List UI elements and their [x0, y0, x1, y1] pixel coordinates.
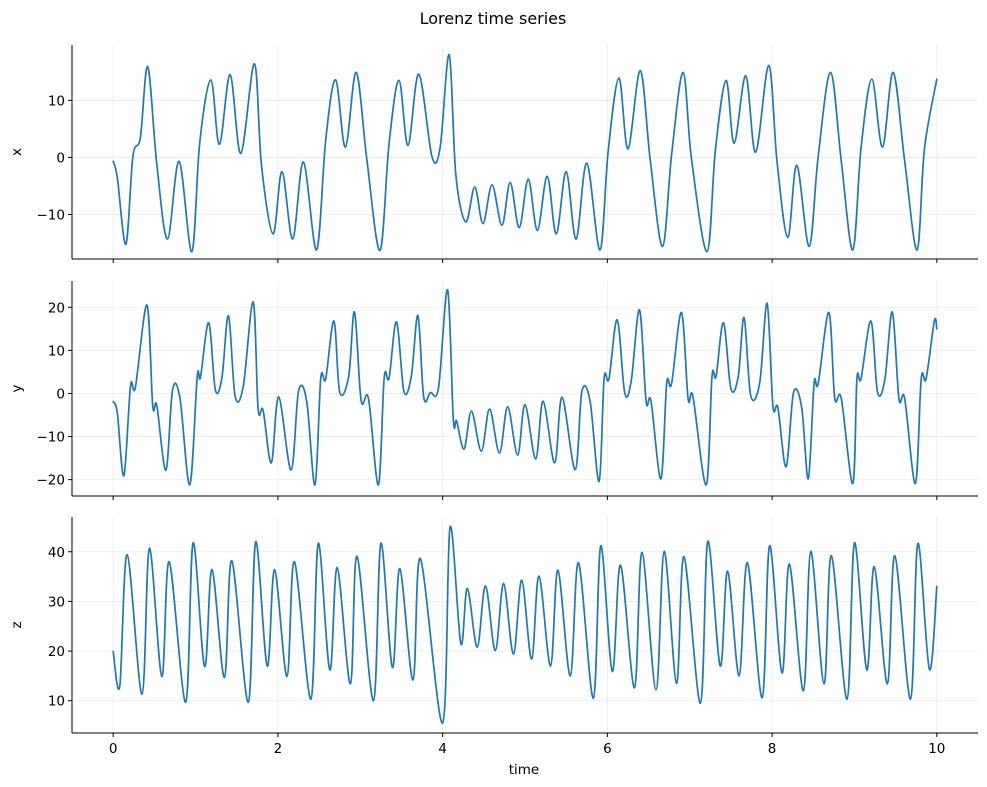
x-tick-label: 10: [928, 741, 945, 757]
x-tick-label: 6: [603, 741, 612, 757]
y-tick-label: 0: [56, 386, 65, 402]
series-line-y: [112, 289, 938, 486]
figure-title: Lorenz time series: [420, 9, 567, 28]
y-tick-label: −20: [37, 473, 66, 489]
y-tick-label: 10: [48, 343, 65, 359]
y-tick-label: 30: [48, 594, 65, 610]
series-line-x: [112, 53, 938, 253]
subplot-x: −10 0 10 x: [9, 45, 978, 263]
y-tick-label: 40: [48, 545, 65, 561]
y-tick-label: 20: [48, 300, 65, 316]
y-axis-label: y: [9, 385, 25, 393]
subplot-z: 10 20 30 40 0 2 4 6 8 10 z: [9, 517, 978, 757]
y-tick-label: 0: [56, 150, 65, 166]
x-tick-label: 4: [438, 741, 447, 757]
x-axis-label: time: [509, 762, 540, 778]
x-tick-label: 2: [274, 741, 283, 757]
y-tick-label: 20: [48, 644, 65, 660]
y-tick-label: −10: [37, 207, 66, 223]
y-axis-label: z: [9, 621, 25, 628]
y-axis-label: x: [9, 148, 25, 156]
subplot-y: −20 −10 0 10 20 y: [9, 281, 978, 500]
y-tick-label: 10: [48, 694, 65, 710]
y-tick-label: −10: [37, 430, 66, 446]
y-tick-label: 10: [48, 93, 65, 109]
series-line-z: [112, 525, 938, 724]
x-tick-label: 8: [768, 741, 777, 757]
x-tick-label: 0: [109, 741, 118, 757]
